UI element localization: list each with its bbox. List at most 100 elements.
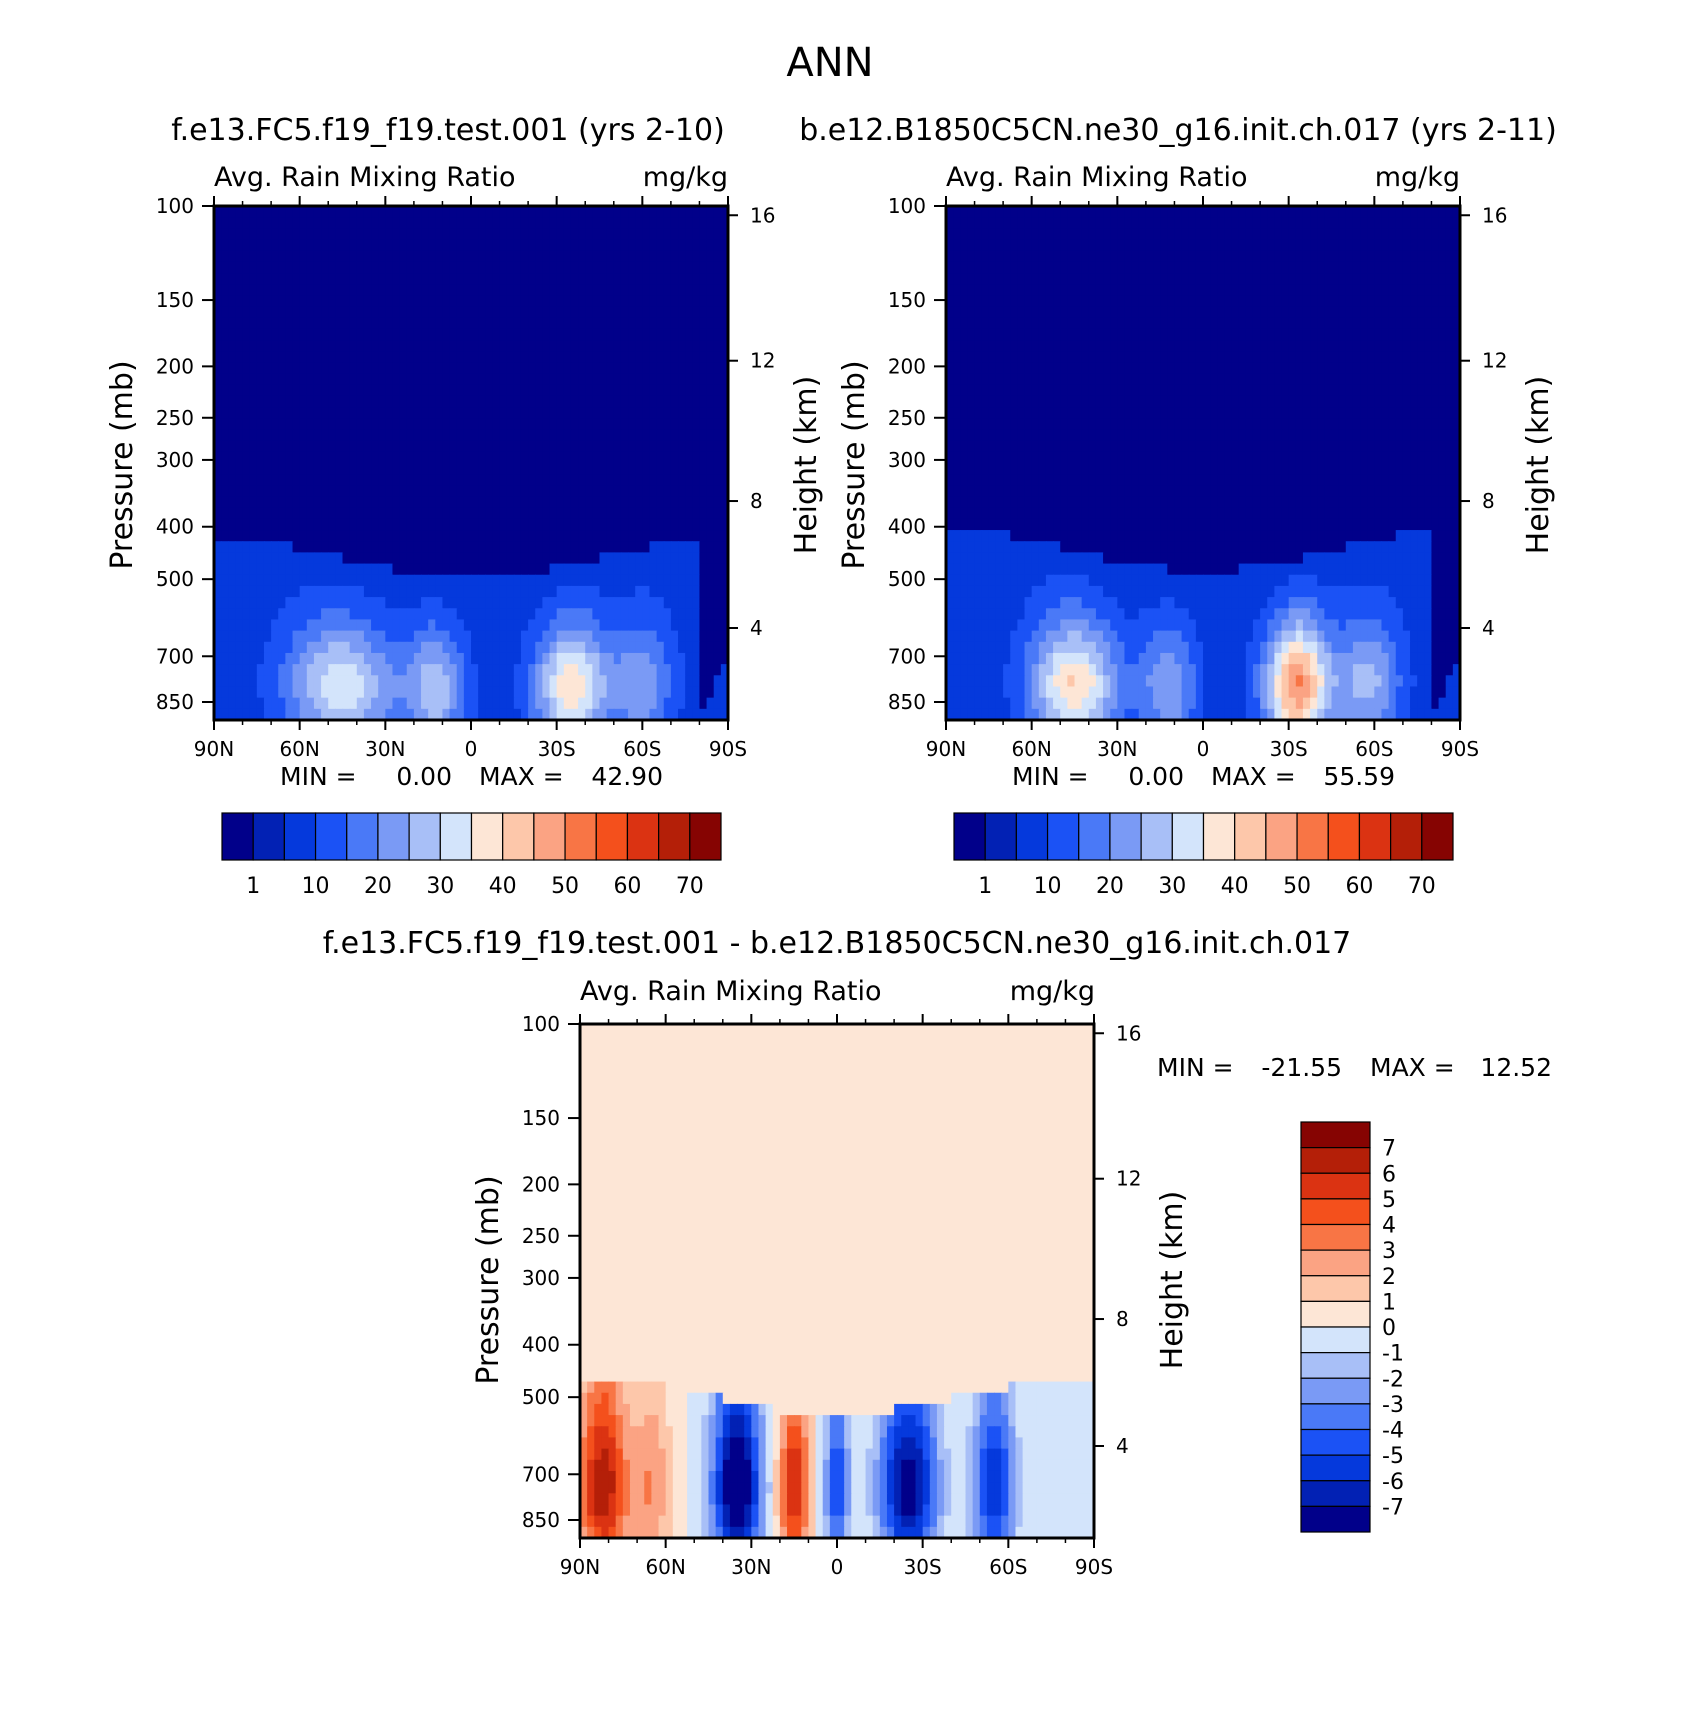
contour-cell bbox=[306, 206, 315, 218]
contour-cell bbox=[946, 384, 954, 397]
contour-cell bbox=[506, 261, 515, 274]
contour-cell bbox=[299, 273, 308, 285]
contour-cell bbox=[506, 530, 515, 542]
contour-cell bbox=[1374, 340, 1383, 352]
contour-cell bbox=[463, 485, 472, 498]
contour-cell bbox=[471, 574, 479, 587]
contour-cell bbox=[321, 429, 329, 442]
contour-cell bbox=[299, 317, 308, 330]
contour-cell bbox=[385, 395, 394, 408]
contour-cell bbox=[485, 373, 494, 386]
contour-cell bbox=[960, 328, 969, 341]
contour-cell bbox=[421, 295, 429, 308]
contour-cell bbox=[981, 340, 990, 352]
contour-cell bbox=[349, 518, 358, 531]
contour-cell bbox=[613, 440, 622, 453]
contour-cell bbox=[599, 619, 608, 632]
contour-cell bbox=[478, 451, 486, 464]
contour-cell bbox=[292, 206, 301, 218]
contour-cell bbox=[1295, 217, 1304, 229]
contour-cell bbox=[995, 295, 1004, 308]
contour-cell bbox=[313, 284, 322, 296]
contour-cell bbox=[271, 675, 279, 688]
contour-cell bbox=[692, 261, 701, 274]
contour-cell bbox=[706, 608, 715, 621]
contour-cell bbox=[342, 228, 351, 241]
contour-cell bbox=[656, 708, 665, 721]
contour-cell bbox=[613, 395, 622, 408]
contour-cell bbox=[406, 585, 415, 598]
contour-cell bbox=[285, 608, 294, 621]
contour-cell bbox=[1252, 306, 1261, 319]
contour-cell bbox=[1210, 362, 1218, 375]
contour-cell bbox=[335, 273, 344, 285]
contour-cell bbox=[585, 675, 593, 688]
contour-cell bbox=[1274, 217, 1283, 229]
contour-cell bbox=[1110, 373, 1118, 386]
contour-cell bbox=[1031, 250, 1040, 263]
contour-cell bbox=[235, 541, 244, 553]
contour-cell bbox=[670, 407, 679, 419]
contour-cell bbox=[1281, 373, 1290, 386]
contour-cell bbox=[1267, 284, 1275, 296]
contour-cell bbox=[463, 708, 472, 721]
contour-cell bbox=[328, 217, 336, 229]
contour-cell bbox=[599, 284, 608, 296]
contour-cell bbox=[1231, 206, 1240, 218]
contour-cell bbox=[1117, 373, 1126, 386]
contour-cell bbox=[321, 250, 329, 263]
contour-cell bbox=[1224, 306, 1233, 319]
contour-cell bbox=[463, 686, 472, 699]
contour-cell bbox=[535, 418, 543, 431]
colorbar-swatch bbox=[283, 812, 317, 861]
contour-cell bbox=[228, 530, 237, 542]
contour-cell bbox=[456, 239, 465, 252]
contour-cell bbox=[988, 340, 997, 352]
contour-cell bbox=[585, 273, 593, 285]
contour-cell bbox=[349, 697, 358, 710]
contour-cell bbox=[1081, 418, 1090, 431]
contour-cell bbox=[492, 418, 501, 431]
contour-cell bbox=[1067, 407, 1076, 419]
contour-cell bbox=[342, 574, 351, 587]
contour-cell bbox=[563, 518, 572, 531]
contour-cell bbox=[428, 652, 436, 665]
contour-cell bbox=[585, 328, 593, 341]
contour-cell bbox=[570, 664, 579, 676]
contour-cell bbox=[620, 463, 629, 475]
contour-cell bbox=[321, 630, 329, 643]
contour-cell bbox=[442, 206, 451, 218]
contour-cell bbox=[1053, 284, 1061, 296]
contour-cell bbox=[492, 641, 501, 654]
contour-cell bbox=[1031, 217, 1040, 229]
contour-cell bbox=[1224, 328, 1233, 341]
contour-cell bbox=[271, 485, 279, 498]
contour-cell bbox=[1010, 239, 1018, 252]
contour-cell bbox=[592, 641, 601, 654]
contour-cell bbox=[378, 507, 386, 520]
contour-cell bbox=[1181, 273, 1190, 285]
contour-cell bbox=[570, 686, 579, 699]
contour-cell bbox=[1238, 440, 1247, 453]
contour-cell bbox=[656, 395, 665, 408]
contour-cell bbox=[306, 574, 315, 587]
contour-cell bbox=[1245, 217, 1254, 229]
contour-cell bbox=[285, 217, 294, 229]
contour-cell bbox=[228, 463, 237, 475]
contour-cell bbox=[263, 530, 272, 542]
contour-cell bbox=[371, 451, 379, 464]
contour-cell bbox=[563, 351, 572, 364]
contour-cell bbox=[271, 429, 279, 442]
contour-cell bbox=[378, 585, 386, 598]
contour-cell bbox=[406, 295, 415, 308]
contour-cell bbox=[995, 261, 1004, 274]
contour-cell bbox=[1431, 250, 1440, 263]
contour-cell bbox=[642, 585, 651, 598]
contour-cell bbox=[649, 563, 658, 576]
contour-cell bbox=[435, 608, 444, 621]
contour-cell bbox=[1067, 228, 1076, 241]
contour-cell bbox=[249, 384, 258, 397]
contour-cell bbox=[1145, 440, 1154, 453]
contour-cell bbox=[606, 451, 615, 464]
contour-cell bbox=[1295, 351, 1304, 364]
